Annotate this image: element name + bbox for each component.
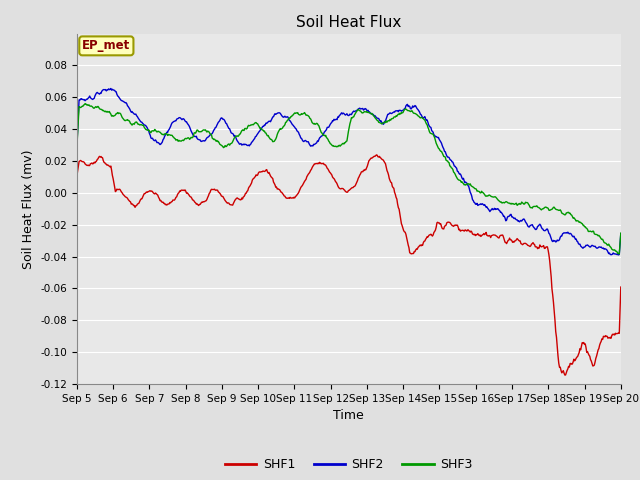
SHF1 [372,152,380,158]
SHF1 [83,162,90,168]
Line: SHF2: SHF2 [77,88,621,255]
SHF1 [194,202,202,207]
SHF2 [195,137,202,143]
Y-axis label: Soil Heat Flux (mv): Soil Heat Flux (mv) [22,149,35,268]
SHF2 [614,252,622,258]
SHF3 [73,146,81,152]
SHF1 [617,284,625,290]
SHF3 [81,101,89,107]
SHF2 [107,85,115,91]
SHF3 [617,230,625,236]
SHF3 [84,102,92,108]
Legend: SHF1, SHF2, SHF3: SHF1, SHF2, SHF3 [220,453,477,476]
SHF2 [617,231,625,237]
SHF3 [195,129,202,134]
SHF2 [140,121,147,127]
SHF3 [223,142,231,148]
SHF3 [416,114,424,120]
Line: SHF1: SHF1 [77,155,621,375]
SHF3 [616,251,623,257]
SHF2 [223,122,231,128]
SHF2 [73,144,81,150]
SHF1 [139,194,147,200]
SHF1 [223,200,230,205]
Text: EP_met: EP_met [82,39,131,52]
SHF2 [416,109,424,115]
X-axis label: Time: Time [333,409,364,422]
SHF1 [431,227,439,233]
SHF2 [431,134,439,140]
SHF1 [561,372,569,378]
SHF3 [431,137,439,143]
SHF3 [140,122,147,128]
SHF1 [73,174,81,180]
SHF1 [416,243,424,249]
SHF2 [83,96,90,102]
Title: Soil Heat Flux: Soil Heat Flux [296,15,401,30]
Line: SHF3: SHF3 [77,104,621,254]
